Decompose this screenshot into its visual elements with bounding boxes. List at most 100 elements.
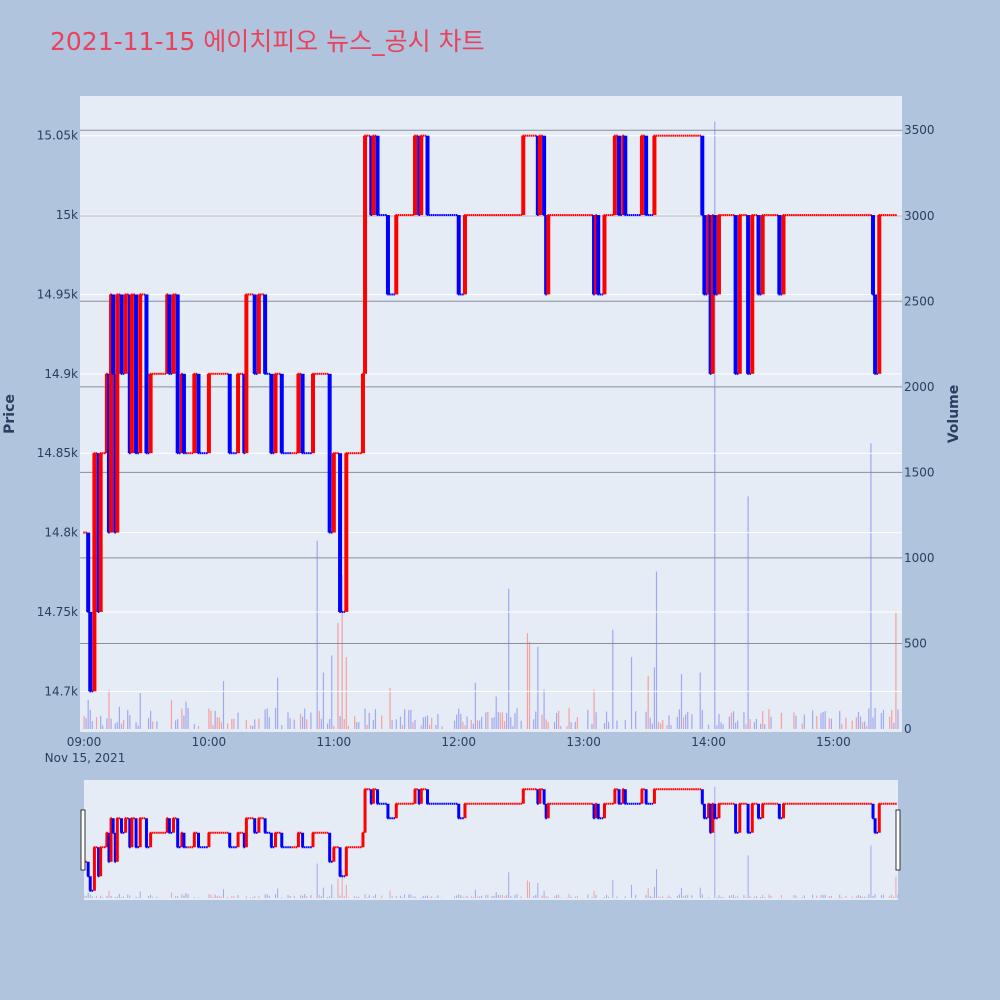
price-doji: [443, 214, 445, 217]
price-doji: [360, 452, 362, 455]
slider-volume-bar: [148, 896, 150, 898]
price-doji: [133, 293, 135, 296]
slider-price-doji: [143, 817, 146, 820]
slider-price-doji: [624, 802, 627, 805]
slider-volume-bar: [135, 896, 137, 898]
chart-title: 2021-11-15 에이치피오 뉴스_공시 차트: [50, 27, 485, 56]
range-slider-left-handle[interactable]: [80, 809, 86, 871]
slider-volume-bar: [85, 896, 87, 898]
slider-price-doji: [270, 846, 273, 849]
slider-price-doji: [601, 817, 604, 820]
volume-bar: [216, 717, 218, 729]
volume-bar: [333, 725, 335, 729]
price-tick-label: 14.8k: [44, 526, 78, 540]
price-doji: [106, 372, 108, 375]
volume-bar: [491, 717, 493, 729]
volume-bar: [707, 724, 710, 729]
time-tick-label: 14:00: [691, 735, 726, 749]
price-doji: [153, 372, 156, 375]
slider-price-doji: [890, 802, 893, 805]
slider-price-candle: [236, 832, 240, 848]
slider-price-doji: [589, 802, 591, 805]
price-doji: [441, 214, 443, 217]
main-plot-background: [80, 96, 902, 732]
volume-bar: [414, 719, 416, 729]
price-doji: [807, 214, 810, 217]
volume-bar: [699, 672, 701, 729]
slider-price-doji: [158, 831, 160, 834]
range-slider[interactable]: [84, 780, 898, 900]
slider-volume-bar: [880, 895, 882, 898]
price-doji: [239, 372, 241, 375]
price-doji: [682, 134, 685, 137]
slider-volume-bar: [227, 896, 229, 898]
price-candle: [269, 373, 274, 454]
range-slider-right-handle[interactable]: [895, 809, 901, 871]
slider-price-doji: [512, 802, 514, 805]
volume-bar: [110, 718, 112, 729]
volume-bar: [874, 707, 876, 729]
slider-volume-bar: [427, 895, 429, 898]
price-doji: [676, 134, 679, 137]
slider-price-doji: [397, 802, 400, 805]
slider-price-doji: [653, 788, 656, 791]
slider-price-doji: [524, 788, 527, 791]
volume-bar: [268, 717, 270, 729]
price-candle: [462, 215, 467, 295]
slider-price-doji: [701, 802, 704, 805]
volume-bar: [391, 720, 393, 729]
volume-bar: [170, 699, 173, 729]
slider-volume-bar: [198, 897, 200, 898]
slider-price-doji: [816, 802, 818, 805]
volume-bar: [666, 725, 668, 729]
slider-volume-bar: [595, 894, 597, 898]
slider-price-doji: [605, 802, 608, 805]
price-doji: [620, 214, 622, 217]
slider-price-doji: [387, 817, 389, 820]
price-doji: [505, 214, 508, 217]
price-doji: [651, 214, 654, 217]
volume-bar: [408, 710, 410, 729]
slider-price-doji: [770, 802, 772, 805]
slider-volume-bar: [716, 897, 718, 898]
price-doji: [516, 214, 518, 217]
price-doji: [859, 214, 862, 217]
volume-bar: [316, 540, 318, 729]
slider-price-doji: [410, 802, 412, 805]
slider-volume-bar: [210, 894, 212, 898]
price-doji: [514, 214, 516, 217]
volume-tick-label: 1000: [904, 551, 935, 565]
slider-volume-bar: [701, 894, 703, 898]
slider-price-candle: [361, 832, 365, 848]
price-doji: [574, 214, 577, 217]
volume-bar: [337, 622, 339, 729]
slider-price-doji: [258, 817, 260, 820]
slider-price-doji: [405, 802, 408, 805]
slider-volume-bar: [391, 896, 393, 898]
price-candle: [273, 373, 278, 454]
slider-volume-bar: [237, 894, 239, 898]
price-doji: [532, 134, 535, 137]
slider-volume-bar: [300, 895, 302, 898]
price-doji: [618, 214, 620, 217]
price-doji: [770, 214, 772, 217]
price-doji: [206, 452, 208, 455]
price-doji: [572, 214, 575, 217]
slider-volume-bar: [889, 895, 891, 898]
slider-price-doji: [566, 802, 568, 805]
volume-axis-title: Volume: [946, 385, 962, 444]
slider-price-doji: [545, 817, 547, 820]
slider-volume-bar: [320, 896, 322, 898]
price-doji: [297, 372, 300, 375]
volume-bar: [895, 612, 897, 729]
slider-price-doji: [824, 802, 826, 805]
slider-volume-bar: [108, 890, 110, 898]
slider-price-doji: [838, 802, 841, 805]
price-candle: [592, 215, 597, 295]
price-doji: [880, 214, 883, 217]
slider-volume-bar: [470, 896, 472, 898]
volume-bar: [374, 709, 377, 729]
price-candle: [417, 135, 422, 216]
slider-price-doji: [611, 802, 614, 805]
